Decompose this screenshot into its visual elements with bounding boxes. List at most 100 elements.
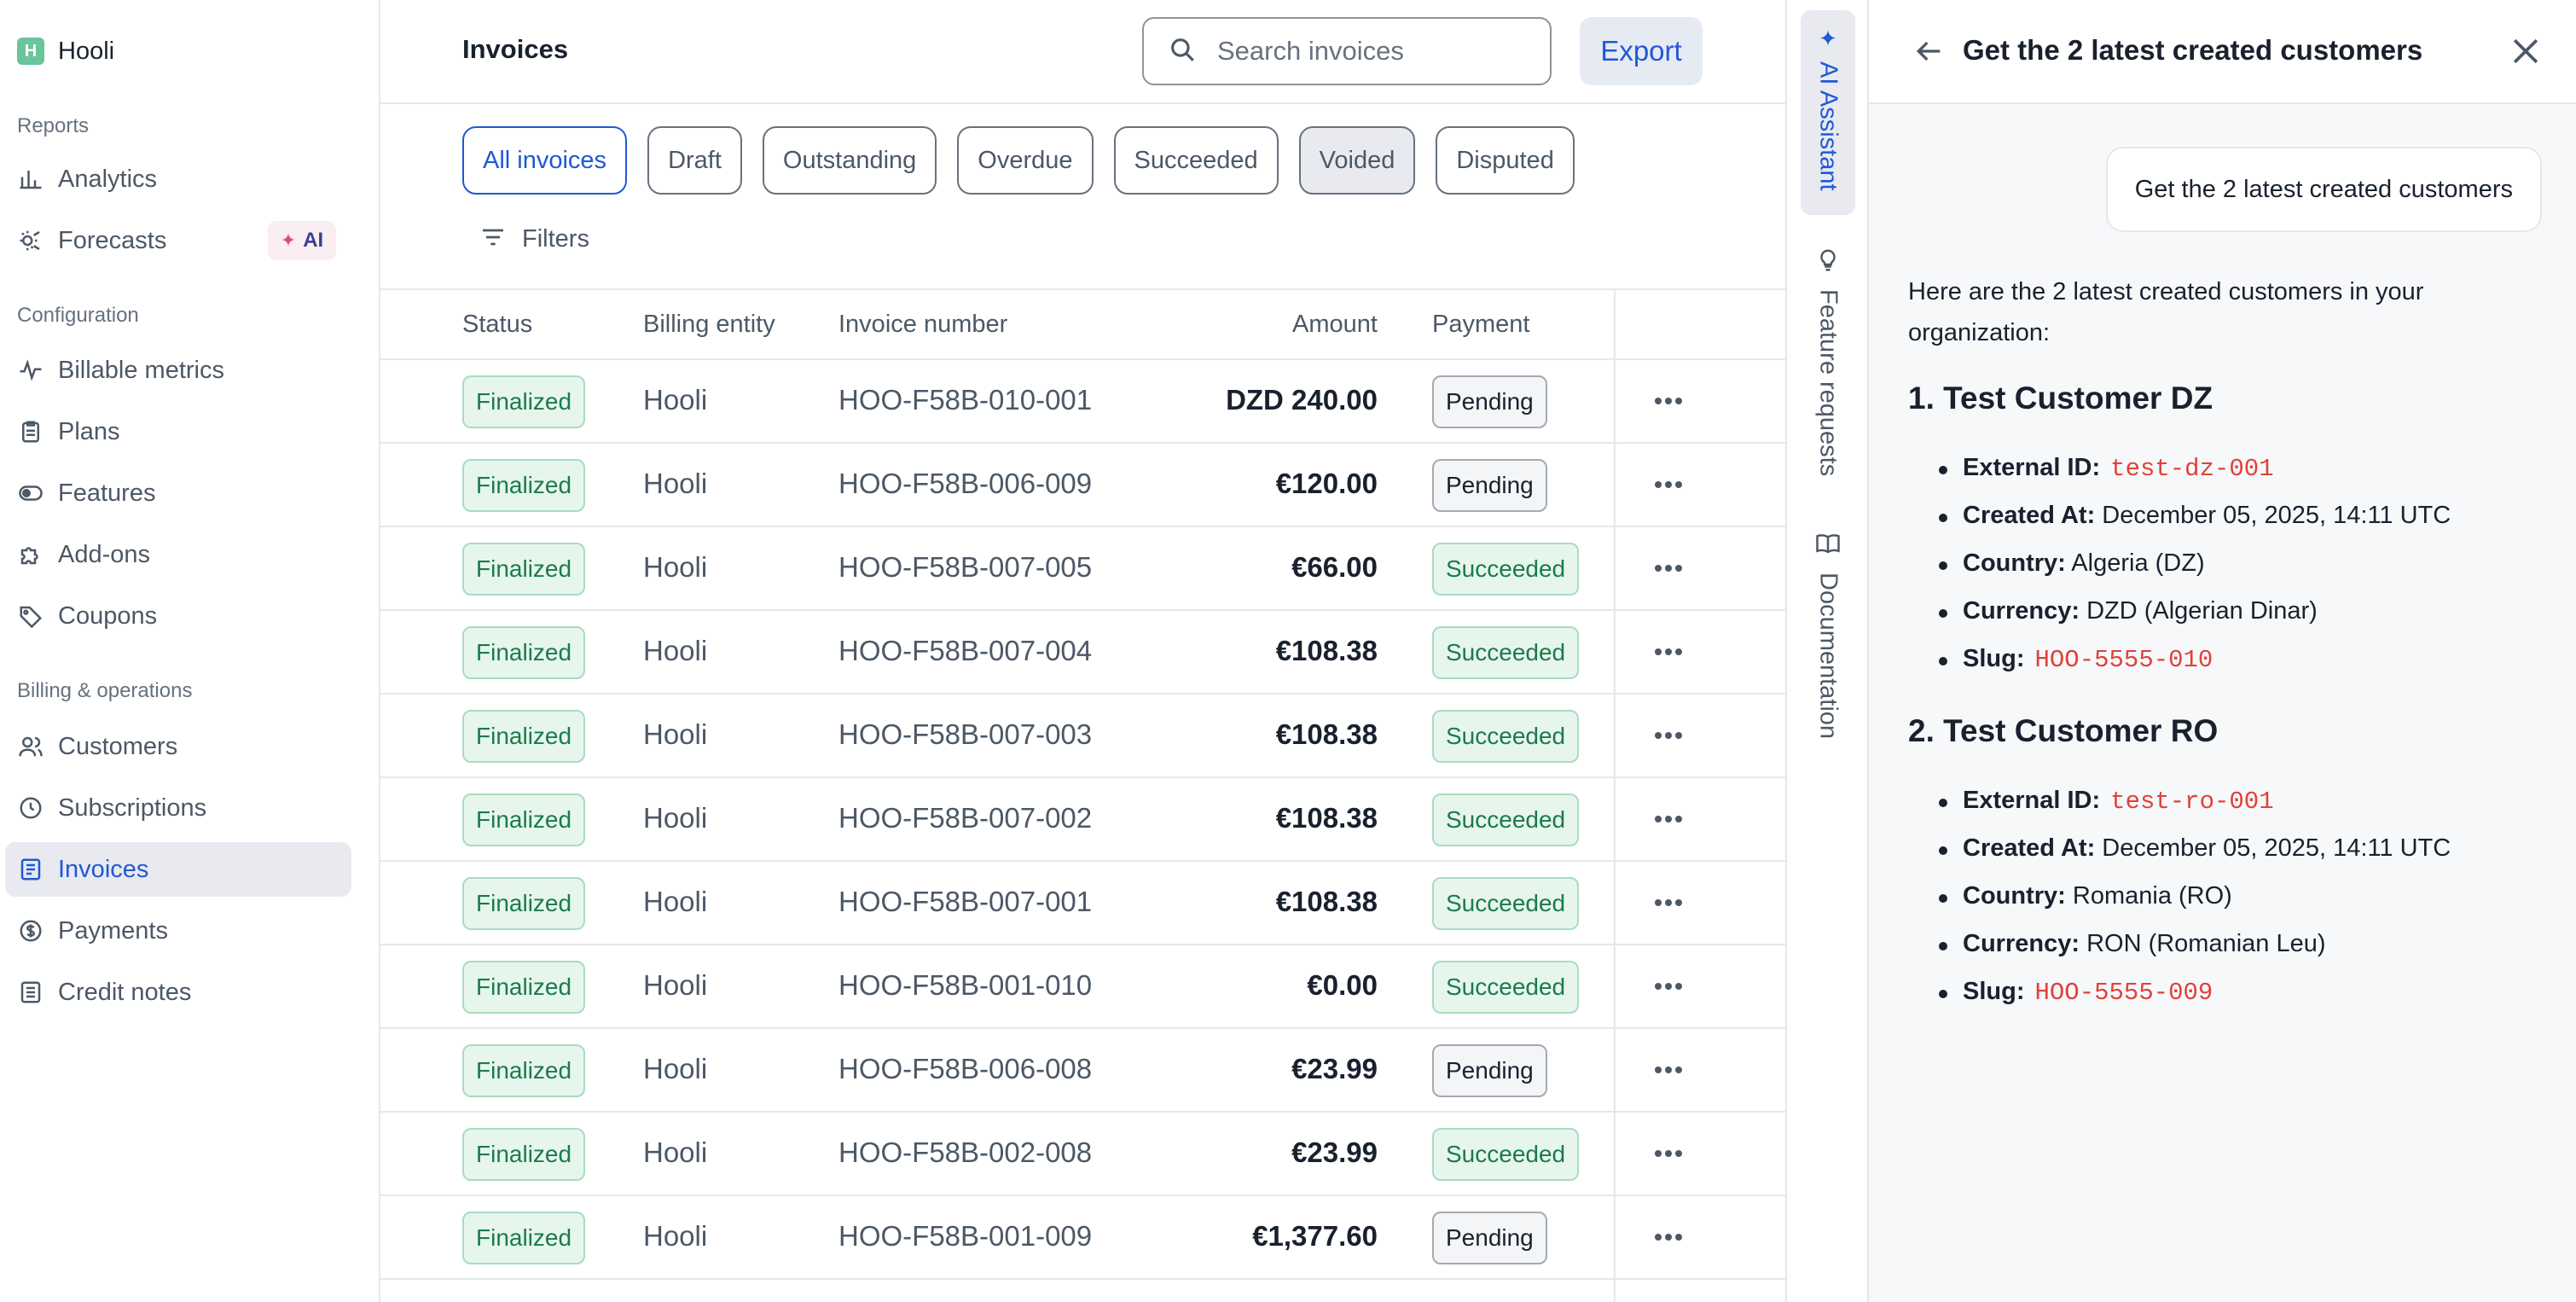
chip-all-invoices[interactable]: All invoices (462, 126, 628, 195)
export-button[interactable]: Export (1580, 17, 1703, 85)
invoice-number: HOO-F58B-007-001 (838, 886, 1093, 917)
amount: €66.00 (1291, 551, 1378, 583)
tab-feature-requests[interactable]: Feature requests (1801, 247, 1855, 503)
table-row[interactable]: Finalized Hooli HOO-F58B-007-004 €108.38 Suc… (380, 611, 1785, 695)
sidebar-item-payments[interactable]: Payments (5, 904, 351, 958)
sidebar-item-invoices[interactable]: Invoices (5, 842, 351, 897)
column-header-invoice-number[interactable]: Invoice number (838, 311, 1008, 338)
status-badge: Finalized (462, 961, 586, 1014)
billing-entity: Hooli (643, 635, 708, 666)
more-horizontal-icon[interactable] (1648, 551, 1689, 585)
status-badge: Finalized (462, 626, 586, 679)
table-row[interactable]: Finalized Hooli HOO-F58B-007-003 €108.38 Suc… (380, 695, 1785, 778)
table-row[interactable]: Finalized Hooli HOO-F58B-007-001 €108.38 Suc… (380, 862, 1785, 945)
section-label-billing: Billing & operations (17, 679, 193, 702)
sidebar-item-label: Analytics (58, 165, 158, 193)
back-arrow-icon[interactable] (1912, 34, 1946, 68)
sidebar-item-credit-notes[interactable]: Credit notes (5, 965, 351, 1020)
sidebar-item-features[interactable]: Features (5, 466, 351, 520)
sidebar-item-coupons[interactable]: Coupons (5, 589, 351, 643)
panel-title: Get the 2 latest created customers (1963, 34, 2423, 66)
table-row[interactable]: Finalized Hooli HOO-F58B-007-002 €108.38 Suc… (380, 778, 1785, 862)
search-input[interactable] (1217, 36, 1524, 67)
amount: €108.38 (1275, 718, 1378, 750)
sidebar-item-forecasts[interactable]: Forecasts ✦ AI (5, 213, 351, 268)
org-name: Hooli (58, 37, 115, 65)
column-header-status[interactable]: Status (462, 311, 533, 338)
filters-label: Filters (522, 225, 589, 253)
billing-entity: Hooli (643, 384, 708, 416)
customer-detail: External ID: test-ro-001 (1939, 787, 2274, 816)
receipt-icon (17, 979, 44, 1006)
chip-draft[interactable]: Draft (647, 126, 742, 195)
close-icon[interactable] (2507, 32, 2544, 70)
more-horizontal-icon[interactable] (1648, 384, 1689, 418)
tab-ai-assistant-label: AI Assistant (1814, 61, 1842, 191)
table-row[interactable]: Finalized Hooli HOO-F58B-001-010 €0.00 Succe… (380, 945, 1785, 1029)
page-header: Invoices Export (380, 0, 1785, 104)
amount: €1,377.60 (1252, 1220, 1378, 1252)
pulse-icon (17, 357, 44, 384)
table-row[interactable]: Finalized Hooli HOO-F58B-007-005 €66.00 Succ… (380, 527, 1785, 611)
chip-succeeded[interactable]: Succeeded (1113, 126, 1279, 195)
payment-status-badge: Succeeded (1432, 1128, 1580, 1181)
sidebar-item-label: Plans (58, 417, 120, 445)
page-title: Invoices (462, 34, 569, 64)
column-header-amount[interactable]: Amount (1292, 311, 1378, 338)
section-label-configuration: Configuration (17, 304, 139, 327)
more-horizontal-icon[interactable] (1648, 886, 1689, 920)
assistant-intro: Here are the 2 latest created customers … (1908, 278, 2424, 346)
external-id-code[interactable]: test-dz-001 (2110, 455, 2274, 483)
invoice-number: HOO-F58B-002-008 (838, 1136, 1093, 1168)
customer-detail: Created At: December 05, 2025, 14:11 UTC (1938, 502, 2451, 529)
sidebar-item-analytics[interactable]: Analytics (5, 152, 351, 206)
billing-entity: Hooli (643, 969, 708, 1001)
chip-disputed[interactable]: Disputed (1436, 126, 1575, 195)
forecast-icon (17, 227, 44, 254)
org-switcher[interactable]: H Hooli (17, 36, 114, 67)
payment-status-badge: Succeeded (1432, 961, 1580, 1014)
tag-icon (17, 602, 44, 630)
sidebar-item-subscriptions[interactable]: Subscriptions (5, 781, 351, 835)
customer-detail: Currency: DZD (Algerian Dinar) (1939, 597, 2318, 625)
payment-status-badge: Pending (1432, 375, 1547, 428)
tab-ai-assistant[interactable]: ✦ AI Assistant (1801, 10, 1855, 215)
table-row[interactable]: Finalized Hooli HOO-F58B-006-008 €23.99 Pend… (380, 1029, 1785, 1113)
chip-voided[interactable]: Voided (1298, 126, 1416, 195)
column-header-payment[interactable]: Payment (1432, 311, 1530, 338)
invoice-number: HOO-F58B-006-009 (838, 468, 1093, 499)
status-badge: Finalized (462, 710, 586, 763)
more-horizontal-icon[interactable] (1648, 635, 1689, 669)
table-row[interactable]: Finalized Hooli HOO-F58B-006-009 €120.00 Pen… (380, 444, 1785, 527)
sidebar-item-plans[interactable]: Plans (5, 404, 351, 459)
sidebar-item-customers[interactable]: Customers (5, 719, 351, 774)
slug-code[interactable]: HOO-5555-009 (2034, 979, 2213, 1007)
table-row[interactable]: Finalized Hooli HOO-F58B-010-001 DZD 240.00… (380, 360, 1785, 444)
search-box[interactable] (1142, 17, 1552, 85)
panel-header: Get the 2 latest created customers (1869, 0, 2576, 104)
slug-code[interactable]: HOO-5555-010 (2034, 646, 2213, 674)
more-horizontal-icon[interactable] (1648, 1220, 1689, 1254)
external-id-code[interactable]: test-ro-001 (2110, 788, 2274, 816)
chip-overdue[interactable]: Overdue (957, 126, 1094, 195)
more-horizontal-icon[interactable] (1648, 969, 1689, 1003)
more-horizontal-icon[interactable] (1648, 802, 1689, 836)
table-row[interactable]: Finalized Hooli HOO-F58B-002-008 €23.99 Succ… (380, 1113, 1785, 1196)
sidebar-item-add-ons[interactable]: Add-ons (5, 527, 351, 582)
sidebar-item-billable-metrics[interactable]: Billable metrics (5, 343, 351, 398)
sidebar-item-label: Payments (58, 916, 168, 945)
sidebar-item-label: Credit notes (58, 978, 192, 1006)
invoices-table: Status Billing entity Invoice number Amo… (380, 288, 1785, 1280)
clipboard-icon (17, 418, 44, 445)
chip-outstanding[interactable]: Outstanding (762, 126, 937, 195)
more-horizontal-icon[interactable] (1648, 1136, 1689, 1171)
more-horizontal-icon[interactable] (1648, 1053, 1689, 1087)
ai-assistant-panel: Get the 2 latest created customers Get t… (1867, 0, 2576, 1302)
table-row[interactable]: Finalized Hooli HOO-F58B-001-009 €1,377.60 P… (380, 1196, 1785, 1280)
puzzle-icon (17, 541, 44, 568)
more-horizontal-icon[interactable] (1648, 468, 1689, 502)
tab-documentation[interactable]: Documentation (1801, 531, 1855, 753)
more-horizontal-icon[interactable] (1648, 718, 1689, 753)
column-header-billing-entity[interactable]: Billing entity (643, 311, 775, 338)
filters-button[interactable]: Filters (479, 224, 589, 255)
